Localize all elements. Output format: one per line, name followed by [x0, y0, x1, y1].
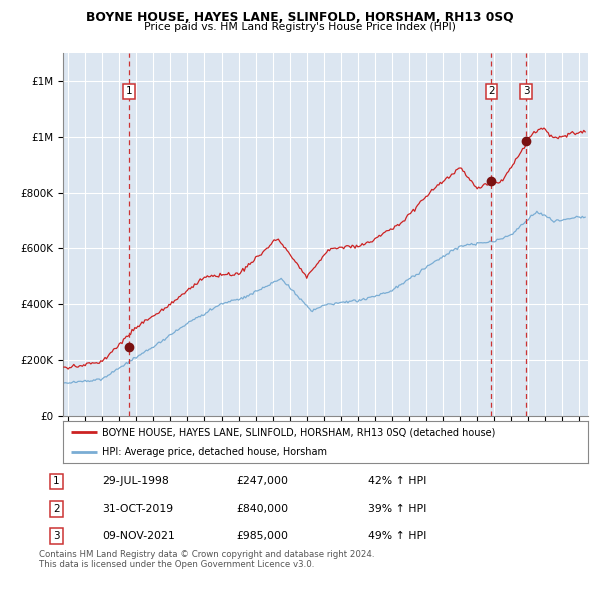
Text: £840,000: £840,000	[236, 504, 289, 514]
Text: 49% ↑ HPI: 49% ↑ HPI	[368, 531, 427, 541]
Text: Price paid vs. HM Land Registry's House Price Index (HPI): Price paid vs. HM Land Registry's House …	[144, 22, 456, 32]
Text: 2: 2	[53, 504, 60, 514]
Text: 42% ↑ HPI: 42% ↑ HPI	[368, 477, 427, 487]
Text: 3: 3	[523, 86, 529, 96]
Text: 39% ↑ HPI: 39% ↑ HPI	[368, 504, 427, 514]
Text: £247,000: £247,000	[236, 477, 289, 487]
Text: BOYNE HOUSE, HAYES LANE, SLINFOLD, HORSHAM, RH13 0SQ (detached house): BOYNE HOUSE, HAYES LANE, SLINFOLD, HORSH…	[103, 427, 496, 437]
Text: 1: 1	[53, 477, 60, 487]
Text: Contains HM Land Registry data © Crown copyright and database right 2024.: Contains HM Land Registry data © Crown c…	[39, 550, 374, 559]
Text: £985,000: £985,000	[236, 531, 289, 541]
Text: 09-NOV-2021: 09-NOV-2021	[102, 531, 175, 541]
Text: 31-OCT-2019: 31-OCT-2019	[102, 504, 173, 514]
Text: This data is licensed under the Open Government Licence v3.0.: This data is licensed under the Open Gov…	[39, 560, 314, 569]
Text: 2: 2	[488, 86, 495, 96]
Text: 1: 1	[126, 86, 133, 96]
Text: HPI: Average price, detached house, Horsham: HPI: Average price, detached house, Hors…	[103, 447, 328, 457]
Text: BOYNE HOUSE, HAYES LANE, SLINFOLD, HORSHAM, RH13 0SQ: BOYNE HOUSE, HAYES LANE, SLINFOLD, HORSH…	[86, 11, 514, 24]
Text: 29-JUL-1998: 29-JUL-1998	[102, 477, 169, 487]
Text: 3: 3	[53, 531, 60, 541]
